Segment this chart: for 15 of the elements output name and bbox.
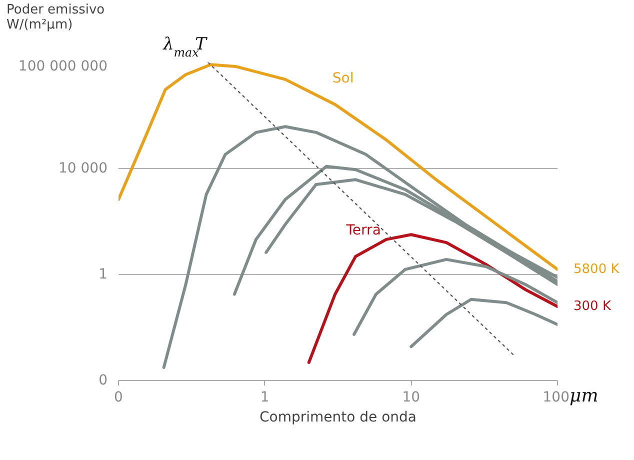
y-tick-label: 100 000 000 (18, 58, 108, 74)
y-tick-label: 1 (98, 266, 108, 282)
annotation: Sol (332, 70, 354, 87)
series-label: 5800 K (574, 262, 620, 277)
series-label: 300 K (574, 299, 612, 314)
x-tick-label: 0 (114, 390, 123, 406)
x-tick-label: 1 (260, 390, 270, 406)
annotation: Terra (345, 222, 381, 238)
y-tick-label: 10 000 (58, 160, 108, 176)
x-axis-title: Comprimento de onda (260, 410, 417, 426)
text: μm (570, 386, 598, 406)
y-axis-title: Poder emissivo W/(m²μm) (6, 2, 105, 32)
x-tick-label: 10 (402, 390, 420, 406)
y-tick-label: 0 (98, 372, 108, 388)
x-tick-label: 100 (542, 390, 570, 406)
